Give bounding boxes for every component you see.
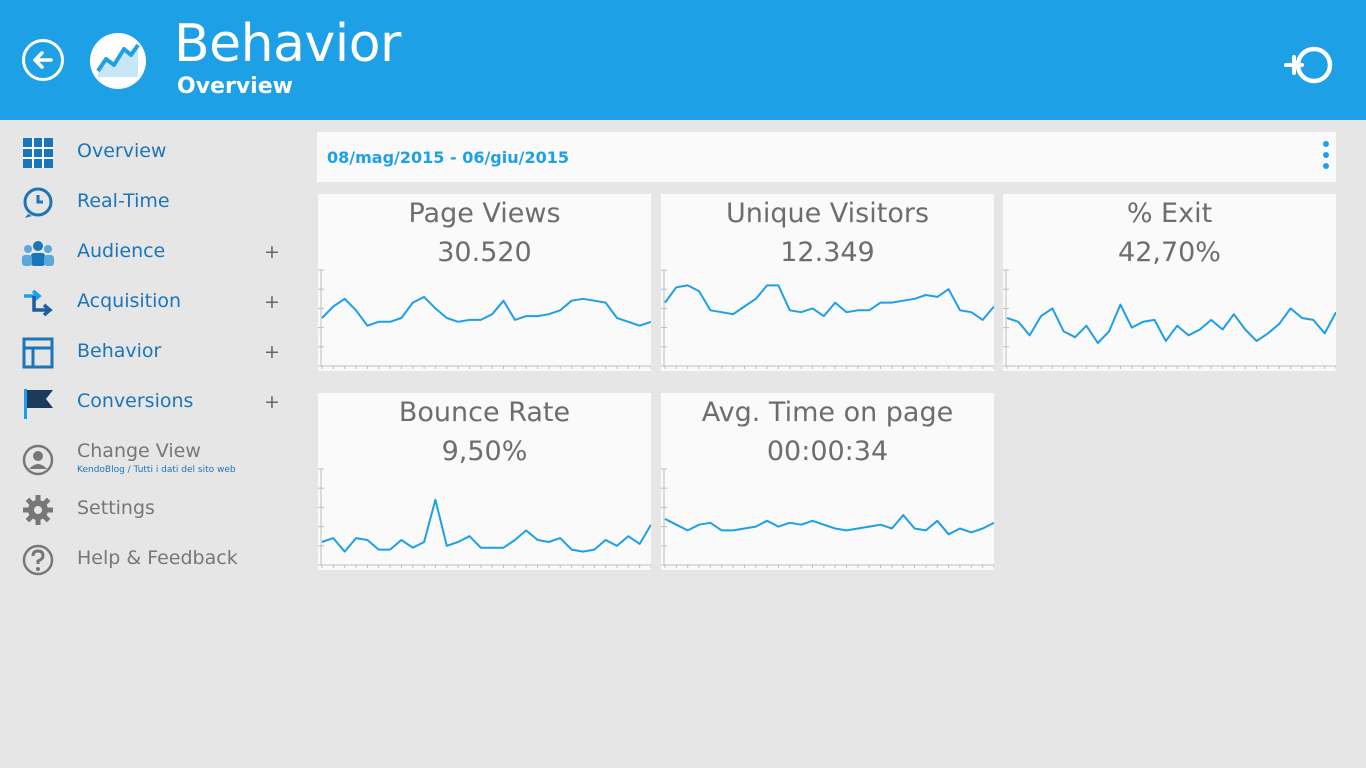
metric-card-unique-visitors[interactable]: Unique Visitors 12.349 bbox=[661, 194, 994, 371]
sidebar-item-label: Conversions bbox=[77, 390, 194, 412]
sparkline-chart bbox=[661, 269, 994, 369]
user-icon bbox=[22, 444, 54, 476]
metric-card-avg-time[interactable]: Avg. Time on page 00:00:34 bbox=[661, 393, 994, 570]
metric-title: Bounce Rate bbox=[398, 397, 571, 428]
metric-title: Avg. Time on page bbox=[701, 397, 954, 428]
sidebar-item-label: Acquisition bbox=[77, 290, 182, 312]
gear-icon bbox=[23, 495, 53, 525]
sidebar-item-acquisition[interactable]: Acquisition + bbox=[0, 281, 300, 325]
metric-card-exit[interactable]: % Exit 42,70% bbox=[1003, 194, 1336, 371]
sidebar-item-label: Real-Time bbox=[77, 190, 170, 212]
more-dot-icon bbox=[1323, 141, 1329, 147]
layout-icon bbox=[22, 337, 54, 369]
sidebar-item-overview[interactable]: Overview bbox=[0, 131, 300, 175]
back-arrow-icon bbox=[33, 51, 53, 69]
sidebar-item-audience[interactable]: Audience + bbox=[0, 231, 300, 275]
add-view-button[interactable] bbox=[1282, 42, 1338, 88]
analytics-logo-icon bbox=[90, 33, 146, 89]
metric-value: 9,50% bbox=[441, 436, 528, 467]
current-view-name: KendoBlog / Tutti i dati del sito web bbox=[77, 465, 236, 475]
series-line bbox=[321, 295, 651, 327]
more-dot-icon bbox=[1323, 152, 1329, 158]
add-view-icon bbox=[1284, 46, 1333, 84]
more-options-button[interactable] bbox=[1322, 141, 1330, 175]
sidebar-item-label: Change View bbox=[77, 440, 201, 462]
arrows-icon bbox=[24, 289, 53, 317]
date-range-bar[interactable]: 08/mag/2015 - 06/giu/2015 bbox=[317, 132, 1336, 182]
series-line bbox=[321, 498, 651, 553]
back-button[interactable] bbox=[22, 39, 64, 81]
sidebar-item-label: Audience bbox=[77, 240, 166, 262]
clock-icon bbox=[23, 187, 53, 218]
sidebar-item-label: Settings bbox=[77, 497, 155, 519]
metric-value: 00:00:34 bbox=[766, 436, 889, 467]
sparkline-chart bbox=[1003, 269, 1336, 369]
more-dot-icon bbox=[1323, 163, 1329, 169]
flag-icon bbox=[24, 389, 53, 419]
expand-plus-icon[interactable]: + bbox=[264, 241, 280, 263]
expand-plus-icon[interactable]: + bbox=[264, 341, 280, 363]
metric-card-page-views[interactable]: Page Views 30.520 bbox=[318, 194, 651, 371]
page-subtitle: Overview bbox=[177, 74, 293, 99]
metric-value: 42,70% bbox=[1118, 237, 1221, 268]
sparkline-chart bbox=[318, 269, 651, 369]
metric-value: 12.349 bbox=[780, 237, 875, 268]
sidebar-item-label: Help & Feedback bbox=[77, 547, 238, 569]
sidebar-item-help[interactable]: Help & Feedback bbox=[0, 538, 300, 582]
app-header: Behavior Overview bbox=[0, 0, 1366, 120]
sparkline-chart bbox=[661, 468, 994, 568]
series-line bbox=[1006, 303, 1336, 344]
sidebar-item-settings[interactable]: Settings bbox=[0, 488, 300, 532]
sidebar-item-behavior[interactable]: Behavior + bbox=[0, 331, 300, 375]
sidebar-item-conversions[interactable]: Conversions + bbox=[0, 381, 300, 425]
sidebar-item-real-time[interactable]: Real-Time bbox=[0, 181, 300, 225]
metric-title: Page Views bbox=[408, 198, 561, 229]
sparkline-chart bbox=[318, 468, 651, 568]
metric-title: % Exit bbox=[1126, 198, 1213, 229]
series-line bbox=[664, 284, 994, 321]
date-range-label[interactable]: 08/mag/2015 - 06/giu/2015 bbox=[327, 148, 569, 167]
people-icon bbox=[22, 241, 54, 266]
page-title: Behavior bbox=[174, 14, 401, 74]
expand-plus-icon[interactable]: + bbox=[264, 391, 280, 413]
sidebar-item-change-view[interactable]: Change View KendoBlog / Tutti i dati del… bbox=[0, 438, 300, 486]
sidebar-item-label: Behavior bbox=[77, 340, 162, 362]
metric-title: Unique Visitors bbox=[725, 198, 930, 229]
metric-value: 30.520 bbox=[437, 237, 532, 268]
help-icon bbox=[22, 544, 54, 576]
sidebar-item-label: Overview bbox=[77, 140, 167, 162]
expand-plus-icon[interactable]: + bbox=[264, 291, 280, 313]
series-line bbox=[664, 514, 994, 536]
metric-card-bounce-rate[interactable]: Bounce Rate 9,50% bbox=[318, 393, 651, 570]
grid-icon bbox=[23, 138, 53, 168]
